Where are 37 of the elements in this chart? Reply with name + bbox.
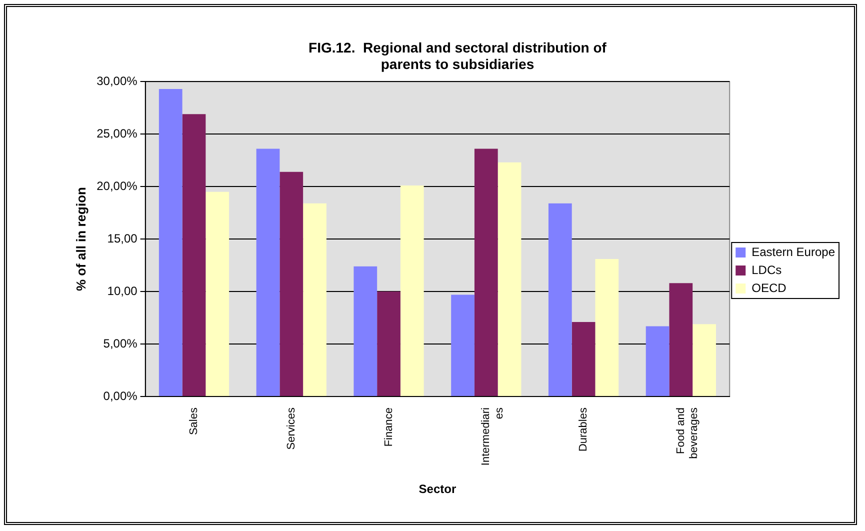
x-tick-label: Intermediaries [480,407,506,466]
bar [280,172,304,396]
x-tick-label: Food and beverages [674,407,700,459]
bar [646,326,670,396]
bar [548,203,572,396]
bar [256,148,280,396]
bar [595,259,619,396]
legend-label: Eastern Europe [752,244,836,259]
bar [182,114,206,396]
y-tick-label: 5,00% [103,336,138,350]
bar [692,324,716,396]
y-tick-label: 20,00% [96,178,138,193]
bar [669,283,693,396]
legend-label: OECD [752,280,787,295]
bar [451,294,474,396]
y-tick-label: 0,00% [103,388,138,403]
bar [303,203,326,396]
y-tick-label: 15,00 [107,231,138,246]
bar [206,192,230,396]
x-tick-label: Services [285,407,298,450]
x-tick-label: Finance [382,408,395,447]
legend-label: LDCs [752,262,782,277]
bar [377,292,400,396]
y-tick-label: 10,00 [107,284,138,298]
y-axis-title: % of all in region [73,187,88,292]
x-axis-title: Sector [418,482,456,496]
y-tick-label: 30,00% [96,74,138,88]
x-tick-label: Durables [578,407,590,452]
bar [354,266,378,396]
bar [400,186,424,396]
bar [158,88,182,396]
chart-title: FIG.12. Regional and sectoral distribution of parents to subsidiaries [308,39,607,72]
x-tick-label: Sales [188,407,200,436]
y-tick-label: 25,00% [96,126,138,140]
bar [498,162,522,396]
bar [572,322,596,396]
bar [474,148,498,396]
